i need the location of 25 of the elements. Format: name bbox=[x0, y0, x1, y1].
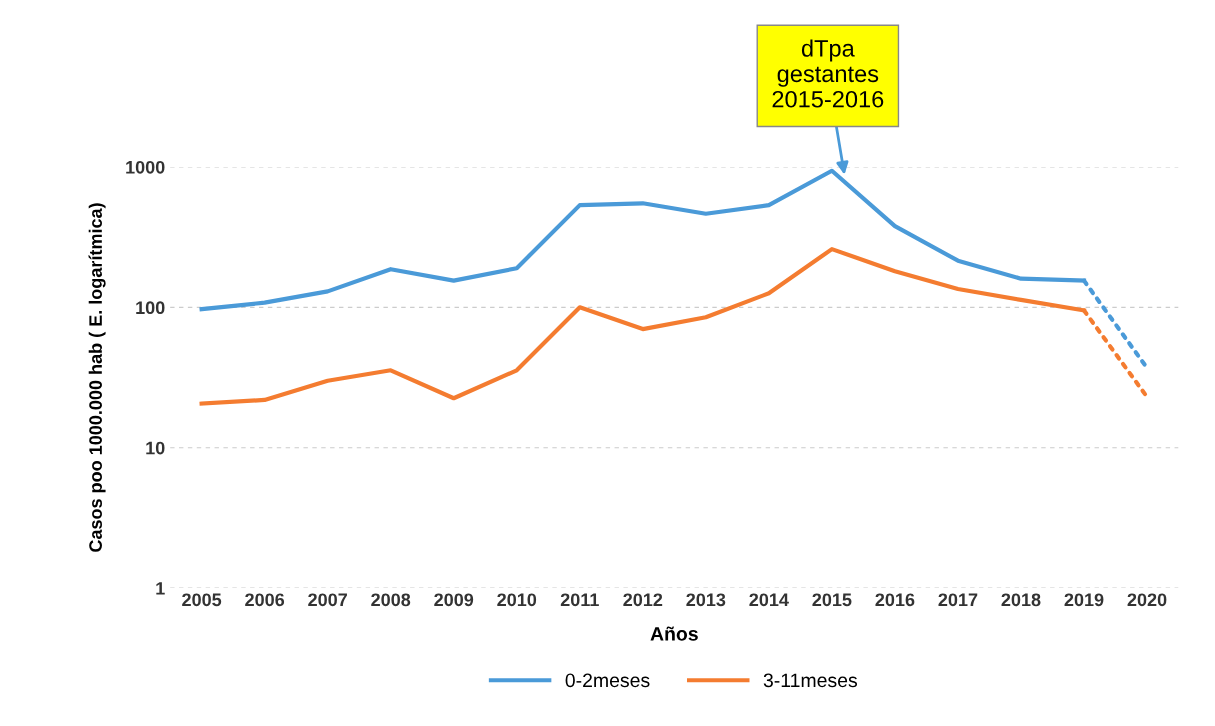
x-tick-label: 2020 bbox=[1127, 593, 1167, 607]
x-tick-label: 2013 bbox=[686, 593, 726, 607]
x-tick-label: 2018 bbox=[1001, 593, 1041, 607]
x-tick-label: 2010 bbox=[497, 593, 537, 607]
x-tick-label: 2014 bbox=[749, 593, 789, 607]
x-tick-label: 2019 bbox=[1064, 593, 1104, 607]
x-tick-label: 2016 bbox=[875, 593, 915, 607]
y-tick-label: 100 bbox=[136, 301, 165, 315]
x-axis-title: Años bbox=[650, 626, 698, 641]
x-tick-label: 2005 bbox=[182, 593, 222, 607]
x-tick-label: 2012 bbox=[623, 593, 663, 607]
annotation: dTpa gestantes 2015-2016 bbox=[772, 39, 884, 108]
y-tick-label: 1000 bbox=[126, 160, 165, 174]
y-tick-label: 10 bbox=[146, 441, 165, 455]
x-tick-label: 2007 bbox=[308, 593, 347, 607]
legend-label: 0-2meses bbox=[565, 673, 650, 688]
x-tick-label: 2009 bbox=[434, 593, 474, 607]
x-tick-label: 2017 bbox=[938, 593, 978, 607]
x-tick-label: 2011 bbox=[560, 593, 599, 607]
legend-label: 3-11meses bbox=[763, 673, 858, 688]
x-tick-label: 2015 bbox=[812, 593, 852, 607]
y-axis-title: Casos poo 1000.000 hab ( E. logarítmica) bbox=[88, 203, 106, 552]
y-tick-label: 1 bbox=[156, 582, 165, 595]
x-tick-label: 2006 bbox=[245, 593, 285, 607]
x-tick-label: 2008 bbox=[371, 593, 411, 607]
